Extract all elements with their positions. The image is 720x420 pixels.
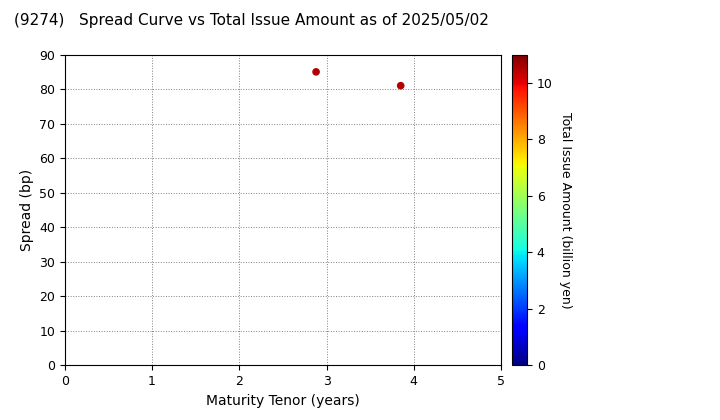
Text: (9274)   Spread Curve vs Total Issue Amount as of 2025/05/02: (9274) Spread Curve vs Total Issue Amoun…	[14, 13, 490, 28]
Point	[310, 68, 322, 75]
Y-axis label: Spread (bp): Spread (bp)	[19, 169, 34, 251]
X-axis label: Maturity Tenor (years): Maturity Tenor (years)	[206, 394, 360, 408]
Y-axis label: Total Issue Amount (billion yen): Total Issue Amount (billion yen)	[559, 112, 572, 308]
Point	[395, 82, 407, 89]
